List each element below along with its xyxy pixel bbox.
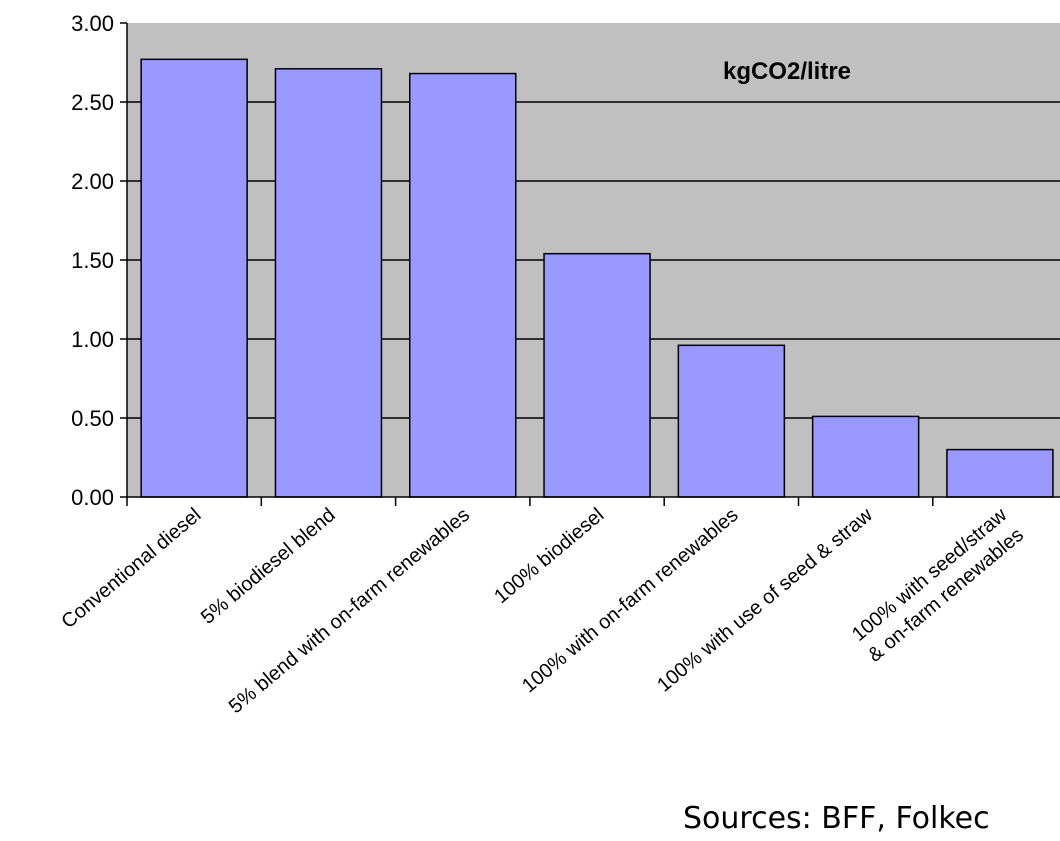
x-tick-label: 5% blend with on-farm renewables xyxy=(225,504,474,718)
x-tick-label: 100% with seed/straw& on-farm renewables xyxy=(847,504,1028,667)
x-tick-label: 100% with use of seed & straw xyxy=(653,504,877,697)
y-tick-label: 1.50 xyxy=(71,248,114,273)
bar xyxy=(274,68,383,498)
bar xyxy=(946,448,1054,498)
bar xyxy=(811,415,920,498)
series-label: kgCO2/litre xyxy=(723,58,851,85)
x-tick-label-line: 5% blend with on-farm renewables xyxy=(225,504,474,718)
y-tick-label: 0.00 xyxy=(71,485,114,510)
x-tick-label: 100% with on-farm renewables xyxy=(518,504,742,697)
bar xyxy=(677,344,786,498)
x-tick-label-line: Conventional diesel xyxy=(57,504,205,633)
x-tick-label-line: 5% biodiesel blend xyxy=(197,504,340,629)
x-tick-label: Conventional diesel xyxy=(57,504,205,633)
bars xyxy=(140,58,1054,498)
x-tick-label-line: 100% with use of seed & straw xyxy=(653,504,877,697)
x-tick-label-line: 100% with on-farm renewables xyxy=(518,504,742,697)
bar xyxy=(543,252,651,498)
y-axis: 0.00 0.50 1.00 1.50 2.00 2.50 3.00 xyxy=(71,11,127,510)
x-tick-label-line: 100% biodiesel xyxy=(490,504,608,608)
y-tick-label: 2.00 xyxy=(71,169,114,194)
x-tick-label: 5% biodiesel blend xyxy=(197,504,340,629)
bar xyxy=(409,72,517,498)
y-tick-label: 2.50 xyxy=(71,90,114,115)
bar xyxy=(140,58,248,498)
y-tick-label: 0.50 xyxy=(71,406,114,431)
y-tick-label: 1.00 xyxy=(71,327,114,352)
source-note: Sources: BFF, Folkec xyxy=(683,801,990,836)
y-tick-label: 3.00 xyxy=(71,11,114,36)
x-tick-label: 100% biodiesel xyxy=(490,504,608,608)
